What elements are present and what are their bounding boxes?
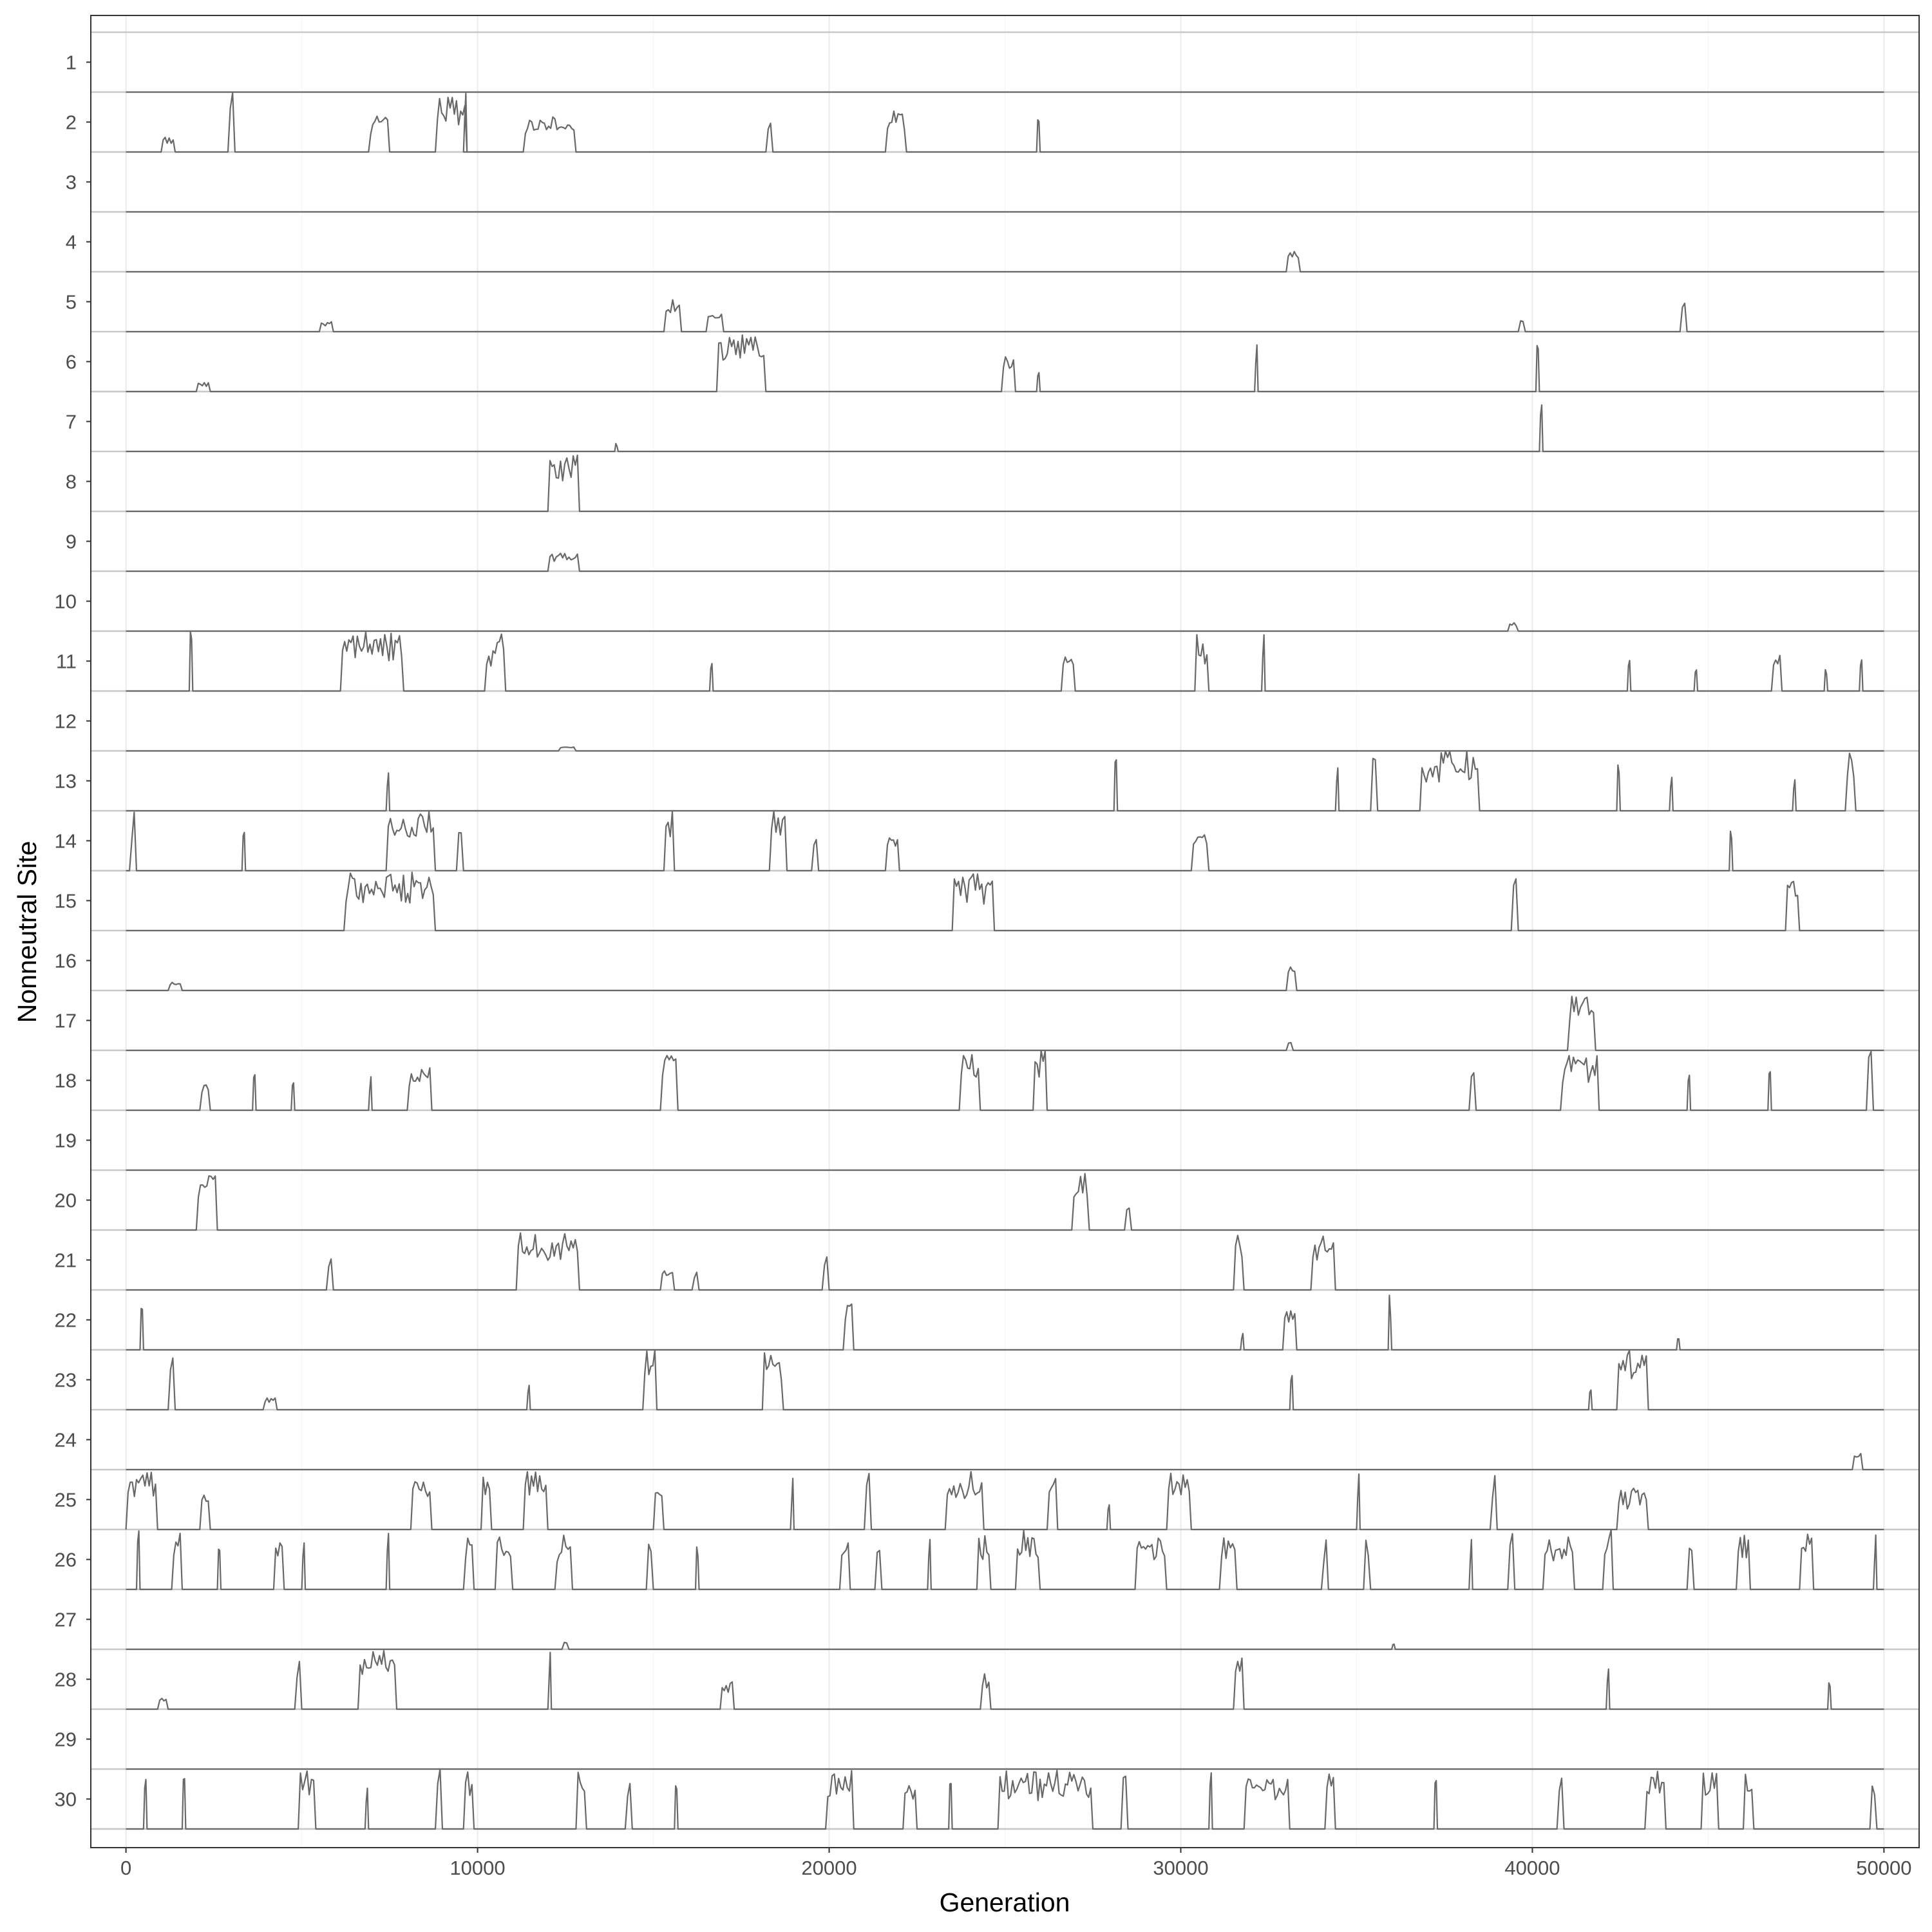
x-axis-ticks: 0 10000 20000 30000 40000 50000 [120,1848,1912,1879]
y-tick-label: 22 [55,1309,77,1332]
y-tick-label: 30 [55,1788,77,1811]
y-tick-label: 6 [66,351,77,374]
y-axis-ticks: 1234567891011121314151617181920212223242… [55,52,91,1811]
x-tick-label: 20000 [801,1857,857,1879]
site-25-trace [125,1471,1884,1531]
y-tick-label: 24 [55,1429,77,1452]
x-tick-label: 50000 [1856,1857,1911,1879]
site-28-trace [126,1650,1884,1710]
site-24-trace [126,1453,1884,1471]
site-15-trace [126,871,1884,932]
y-tick-label: 4 [66,231,77,254]
series-traces [125,91,1884,1830]
x-tick-label: 0 [120,1857,131,1879]
y-tick-label: 11 [56,650,77,673]
site-23-trace [126,1349,1884,1411]
site-5-trace [126,299,1884,333]
y-tick-label: 26 [55,1549,77,1571]
site-13-trace [126,750,1884,812]
x-tick-label: 40000 [1504,1857,1560,1879]
y-tick-label: 3 [66,171,77,194]
x-tick-label: 10000 [450,1857,505,1879]
y-tick-label: 12 [55,710,77,733]
y-tick-label: 7 [66,411,77,433]
site-17-trace [126,996,1884,1052]
site-7-trace [126,404,1884,453]
site-20-trace [126,1173,1884,1231]
y-tick-label: 16 [55,950,77,972]
y-tick-label: 25 [55,1489,77,1511]
y-tick-label: 28 [55,1669,77,1691]
site-30-trace [126,1768,1884,1830]
y-axis-title: Nonneutral Site [12,841,42,1023]
y-tick-label: 15 [55,890,77,913]
y-tick-label: 20 [55,1189,77,1212]
y-tick-label: 13 [55,770,77,793]
site-16-trace [126,966,1884,992]
site-27-trace [126,1642,1884,1651]
site-4-trace [126,251,1884,273]
y-tick-label: 17 [55,1010,77,1032]
site-9-trace [126,553,1884,573]
y-tick-label: 23 [55,1369,77,1392]
y-tick-label: 19 [55,1130,77,1152]
grid-lines [125,15,1885,1848]
site-10-trace [126,622,1884,632]
y-tick-label: 1 [66,52,77,74]
site-21-trace [126,1232,1884,1291]
site-12-trace [126,746,1884,752]
y-tick-label: 29 [55,1728,77,1751]
site-11-trace [126,630,1884,692]
x-tick-label: 30000 [1153,1857,1208,1879]
y-tick-label: 8 [66,471,77,493]
plot-panel-border [90,15,1920,1848]
y-tick-label: 2 [66,111,77,134]
y-tick-label: 21 [55,1249,77,1272]
y-tick-label: 18 [55,1070,77,1092]
y-tick-label: 10 [55,591,77,613]
x-axis-title: Generation [940,1888,1070,1917]
y-tick-label: 9 [66,531,77,553]
y-tick-label: 5 [66,291,77,314]
site-18-trace [126,1050,1884,1112]
site-22-trace [126,1294,1884,1351]
site-26-trace [126,1529,1884,1591]
y-tick-label: 14 [55,830,77,853]
site-8-trace [126,454,1884,513]
site-6-trace [126,334,1884,393]
site-14-trace [126,810,1884,872]
y-tick-label: 27 [55,1609,77,1631]
site-2-trace [126,91,1884,153]
